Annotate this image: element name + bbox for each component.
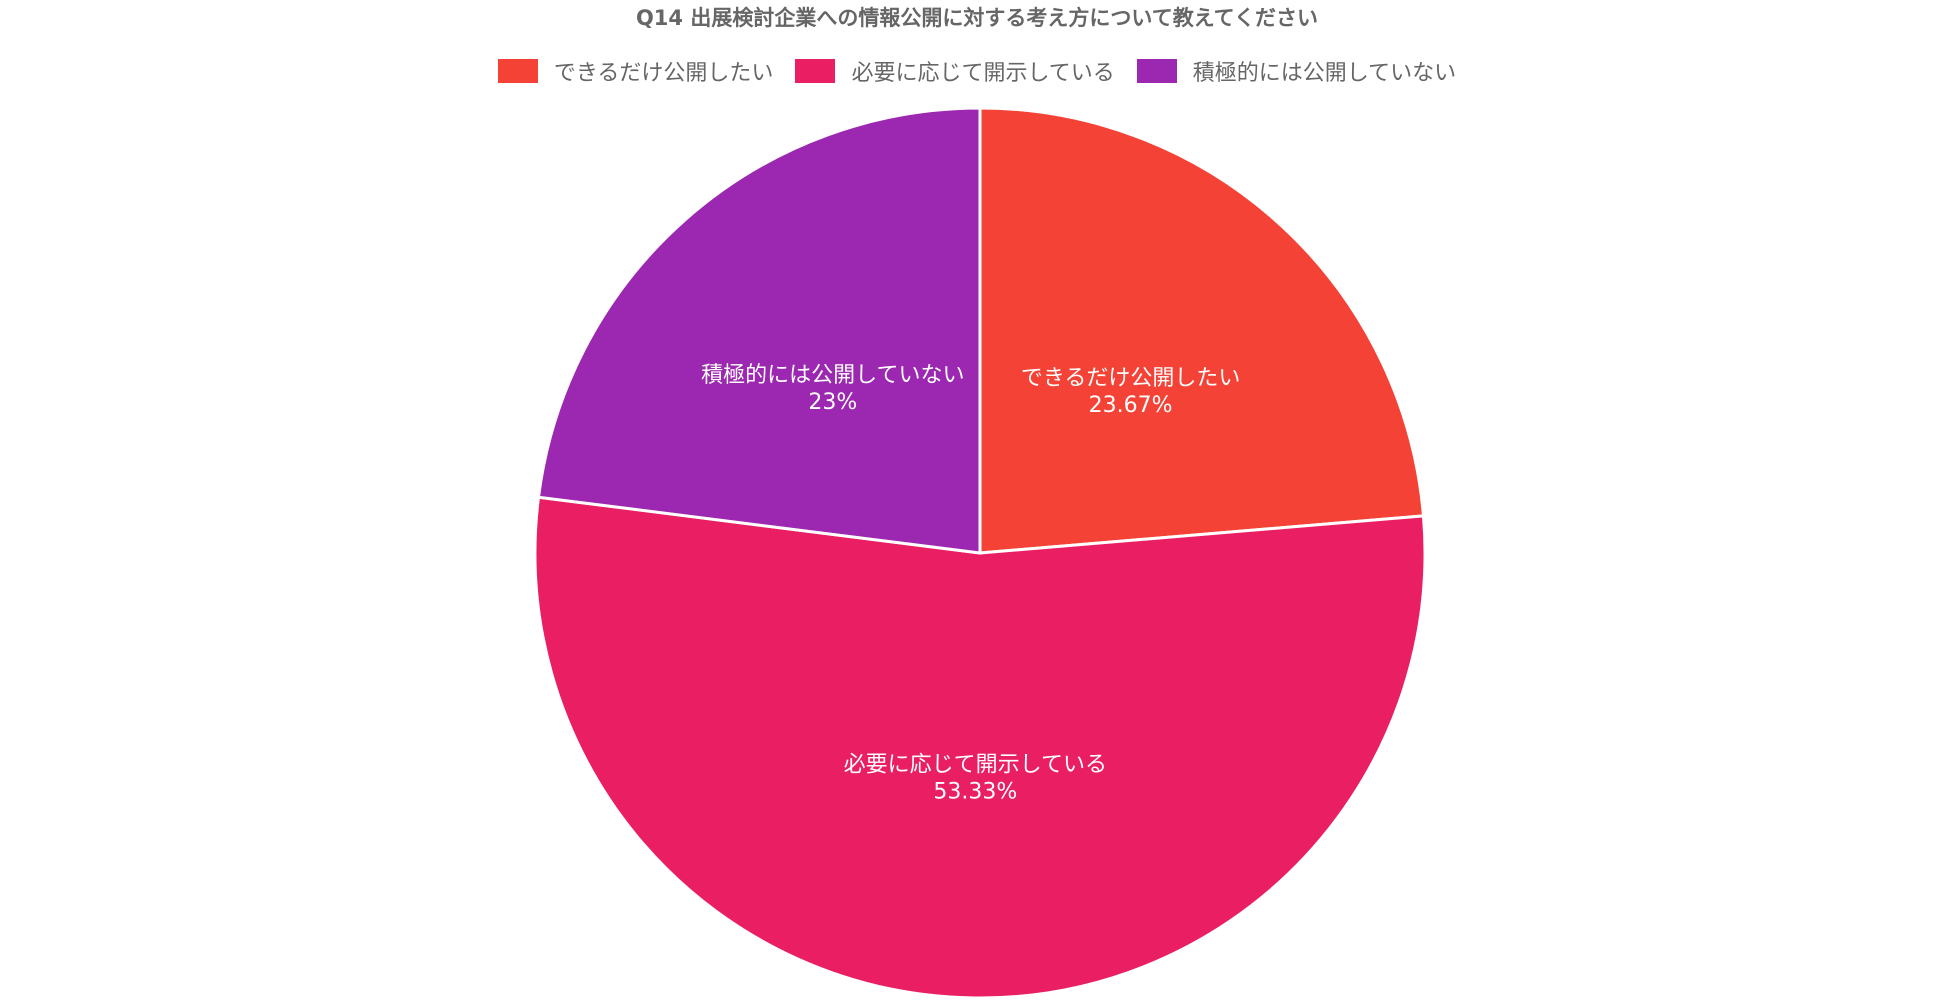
legend-label-2: 必要に応じて開示している: [851, 61, 1115, 86]
slice-category-label-1: できるだけ公開したい: [1021, 366, 1241, 391]
legend-label-3: 積極的には公開していない: [1192, 61, 1457, 86]
chart-title: Q14 出展検討企業への情報公開に対する考え方について教えてください: [635, 6, 1319, 30]
slice-value-label-1: 23.67%: [1089, 393, 1173, 418]
legend: できるだけ公開したい 必要に応じて開示している 積極的には公開していない: [0, 55, 1954, 87]
slice-value-label-2: 53.33%: [933, 779, 1017, 804]
pie-slices: [533, 106, 1427, 1000]
slice-category-label-2: 必要に応じて開示している: [844, 752, 1107, 777]
pie-slice-2[interactable]: [533, 495, 1427, 1000]
legend-item-1[interactable]: できるだけ公開したい: [497, 55, 774, 87]
legend-item-3[interactable]: 積極的には公開していない: [1136, 55, 1457, 87]
legend-label-1: できるだけ公開したい: [553, 61, 774, 86]
slice-value-label-3: 23%: [808, 390, 857, 415]
legend-item-2[interactable]: 必要に応じて開示している: [795, 55, 1115, 87]
pie-slice-1[interactable]: [978, 106, 1426, 555]
legend-swatch-2: [795, 59, 836, 83]
pie-slice-3[interactable]: [536, 106, 982, 555]
legend-swatch-1: [497, 59, 538, 83]
slice-category-label-3: 積極的には公開していない: [701, 363, 964, 388]
legend-swatch-3: [1136, 59, 1177, 83]
